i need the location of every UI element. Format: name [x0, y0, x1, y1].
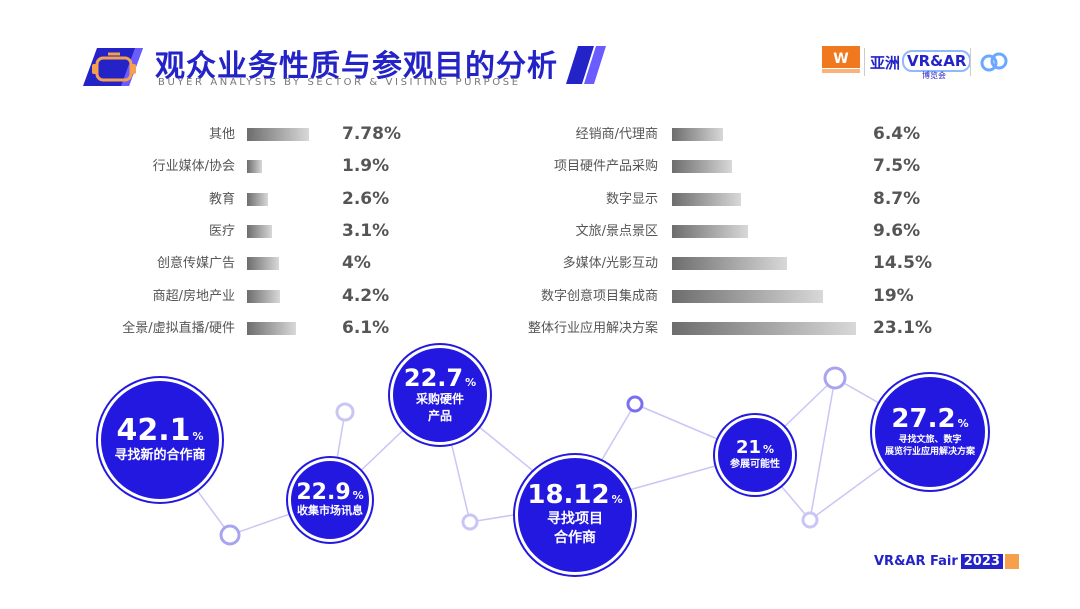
- bar-category-label: 全景/虚拟直播/硬件: [122, 320, 235, 336]
- vr-headset-icon: [83, 48, 143, 86]
- bubble-value: 21%: [735, 436, 775, 458]
- purpose-bubble: 27.2% 寻找文旅、数字 展览行业应用解决方案: [872, 374, 988, 490]
- bar-value-label: 1.9%: [342, 156, 390, 177]
- bar-value-label: 19%: [873, 285, 914, 306]
- bar-value-label: 2.6%: [342, 188, 390, 209]
- bubble-value: 27.2%: [891, 406, 968, 433]
- header-decoration: [83, 46, 153, 88]
- page-title: 观众业务性质与参观目的分析: [155, 49, 558, 84]
- bubble-unit: %: [611, 493, 623, 507]
- bubble-value: 18.12%: [527, 482, 622, 509]
- purpose-bubble: 21% 参展可能性: [715, 415, 795, 495]
- bubble-label: 采购硬件: [415, 392, 464, 407]
- bar-value-label: 23.1%: [873, 317, 932, 338]
- logo-divider: [864, 48, 865, 76]
- bubble-label: 展览行业应用解决方案: [884, 446, 975, 457]
- bubble-number: 42.1: [116, 413, 191, 449]
- svg-text:W: W: [833, 51, 848, 67]
- bubble-label: 产品: [427, 408, 452, 423]
- bubble-label: 寻找文旅、数字: [898, 434, 962, 445]
- bar: [672, 257, 788, 271]
- bubble-unit: %: [465, 376, 477, 390]
- bar-value-label: 8.7%: [873, 188, 921, 209]
- bar-value-label: 3.1%: [342, 220, 390, 241]
- bubble-unit: %: [763, 442, 775, 456]
- purpose-bubble: 22.9% 收集市场讯息: [288, 458, 372, 542]
- bar-category-label: 文旅/景点景区: [575, 223, 658, 239]
- bar-category-label: 整体行业应用解决方案: [527, 320, 658, 336]
- expo-logo-cn: 亚洲: [870, 54, 901, 72]
- expo-logo-sub: 博览会: [922, 71, 946, 80]
- bubble-number: 21: [735, 436, 762, 458]
- bar-category-label: 项目硬件产品采购: [553, 159, 658, 175]
- bar-value-label: 9.6%: [873, 220, 921, 241]
- bar-category-label: 经销商/代理商: [575, 127, 658, 142]
- bar-category-label: 数字显示: [605, 191, 658, 207]
- bar-category-label: 教育: [208, 191, 235, 207]
- bar-category-label: 数字创意项目集成商: [540, 288, 658, 304]
- bar: [247, 321, 296, 335]
- bar: [672, 321, 856, 335]
- logo-divider-2: [970, 48, 971, 76]
- bubble-number: 18.12: [527, 480, 610, 511]
- bubble-unit: %: [957, 417, 969, 431]
- bar: [672, 192, 742, 206]
- bubble-label: 收集市场讯息: [297, 504, 363, 518]
- bubble-unit: %: [352, 489, 364, 503]
- bubble-value: 22.7%: [404, 366, 476, 391]
- bar-value-label: 6.4%: [873, 124, 921, 144]
- bar: [247, 257, 279, 271]
- bar-value-label: 7.5%: [873, 156, 921, 177]
- bar-value-label: 4%: [342, 253, 371, 274]
- bar-category-label: 医疗: [208, 223, 235, 239]
- footer-block: [1004, 554, 1019, 569]
- purpose-bubble: 42.1% 寻找新的合作商: [98, 378, 222, 502]
- bubble-number: 22.7: [403, 364, 464, 393]
- bubble-label: 寻找新的合作商: [114, 447, 206, 463]
- bar: [672, 160, 732, 174]
- footer-year: 2023: [960, 554, 1003, 569]
- bar: [247, 160, 263, 174]
- bar: [247, 224, 272, 238]
- bar-category-label: 其他: [208, 127, 235, 142]
- purpose-bubble: 18.12% 寻找项目 合作商: [515, 455, 635, 575]
- bar: [672, 289, 824, 303]
- bar-category-label: 商超/房地产业: [152, 288, 235, 304]
- bubble-number: 22.9: [296, 480, 351, 506]
- title-slash-decoration: [566, 46, 610, 90]
- bubble-label: 寻找项目: [547, 510, 603, 527]
- partner-logo: W: [822, 46, 860, 76]
- bar: [672, 224, 749, 238]
- bar-value-label: 4.2%: [342, 285, 390, 306]
- page-subtitle: BUYER ANALYSIS BY SECTOR & VISITING PURP…: [158, 77, 521, 88]
- bar-value-label: 6.1%: [342, 317, 390, 338]
- bubble-value: 22.9%: [296, 481, 363, 504]
- link-logo-icon: [978, 46, 1010, 82]
- bar-category-label: 多媒体/光影互动: [562, 256, 658, 272]
- expo-logo: 亚洲 VR&AR 博览会: [870, 50, 972, 80]
- footer-event: VR&AR Fair: [874, 554, 958, 569]
- bubble-label: 参展可能性: [730, 458, 780, 470]
- bar-category-label: 创意传媒广告: [156, 256, 235, 272]
- bubble-label: 合作商: [554, 529, 596, 546]
- bar-value-label: 7.78%: [342, 124, 401, 144]
- footer-brand: VR&AR Fair 2023: [874, 554, 1019, 569]
- bar: [672, 128, 723, 141]
- bubble-unit: %: [192, 430, 204, 444]
- purpose-bubble: 22.7% 采购硬件 产品: [390, 345, 490, 445]
- bubble-number: 27.2: [891, 404, 956, 435]
- bar-value-label: 14.5%: [873, 253, 932, 274]
- bar: [247, 289, 281, 303]
- bubble-value: 42.1%: [116, 415, 203, 447]
- bar-category-label: 行业媒体/协会: [152, 159, 235, 175]
- bar: [247, 192, 268, 206]
- bar: [247, 128, 309, 141]
